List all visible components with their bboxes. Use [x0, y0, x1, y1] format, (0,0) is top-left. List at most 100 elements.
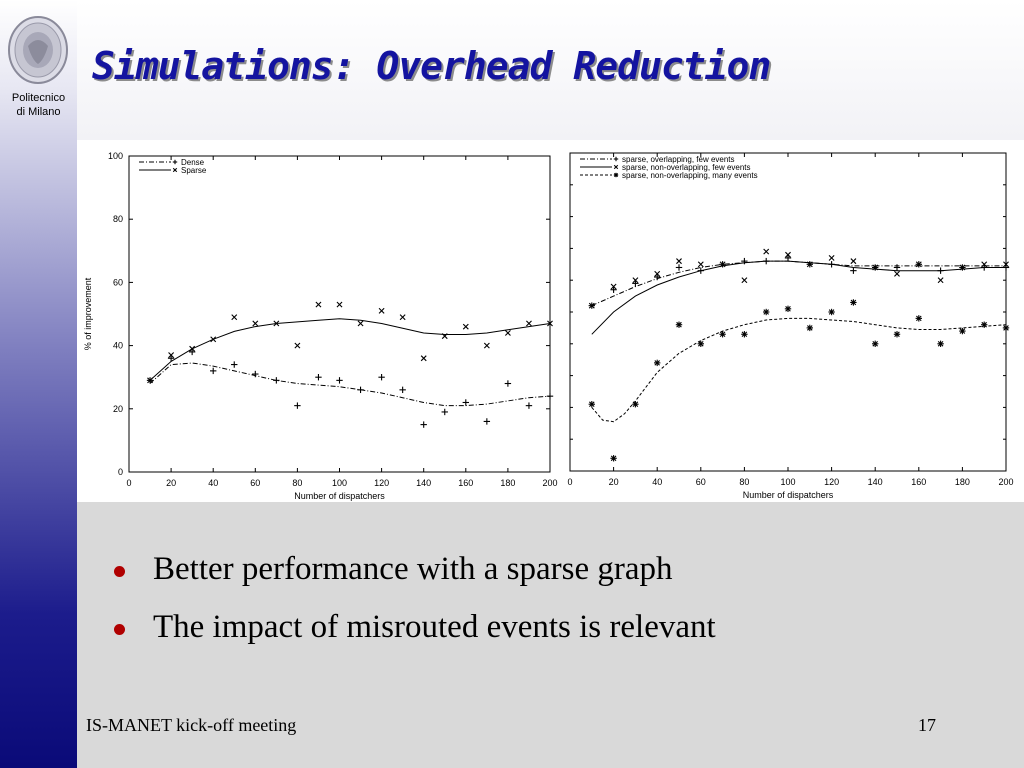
data-point-series-2: [632, 277, 639, 284]
data-point-series-1: [252, 370, 259, 378]
x-tick-label: 80: [739, 477, 749, 487]
data-point-series-2: [894, 270, 900, 277]
data-point-series-2: [806, 261, 813, 268]
data-point-series-2: [697, 261, 704, 268]
data-point-series-2: [420, 355, 427, 362]
footer-meeting-name: IS-MANET kick-off meeting: [86, 715, 297, 735]
legend-label: Sparse: [181, 166, 207, 175]
data-point-series-3: [893, 331, 901, 338]
bullet-text: The impact of misrouted events is releva…: [153, 609, 716, 645]
x-tick-label: 180: [500, 478, 515, 488]
x-tick-label: 40: [652, 477, 662, 487]
data-point-series-1: [483, 418, 491, 425]
data-point-series-1: [784, 254, 792, 262]
legend-label: Dense: [181, 158, 205, 167]
fit-line-series-2: [591, 260, 1006, 335]
y-tick-label: 0: [118, 467, 123, 477]
data-point-series-3: [784, 305, 792, 313]
chart-dense-vs-sparse: 0 20 40 60 80 100 120 140 160 180 200 0 20 40 60 80 100 N…: [82, 145, 560, 501]
data-point-series-3: [588, 401, 595, 408]
x-tick-label: 160: [458, 478, 473, 488]
data-point-series-3: [632, 401, 639, 408]
data-point-series-2: [147, 377, 153, 384]
data-point-series-2: [483, 342, 490, 349]
data-point-series-3: [610, 455, 617, 462]
title-band: [77, 0, 1024, 140]
data-point-series-2: [937, 277, 944, 284]
data-point-series-2: [588, 302, 595, 309]
x-tick-label: 120: [374, 478, 389, 488]
sidebar-gradient: Politecnico di Milano: [0, 0, 77, 768]
data-point-series-2: [526, 320, 532, 327]
data-point-series-2: [981, 261, 988, 268]
data-point-series-3: [741, 331, 748, 338]
data-point-series-3: [1002, 324, 1010, 332]
x-tick-label: 20: [166, 478, 176, 488]
x-tick-label: 60: [696, 477, 706, 487]
data-point-series-3: [697, 340, 704, 347]
y-tick-label: 20: [113, 404, 123, 414]
data-point-series-2: [763, 248, 770, 255]
data-point-series-2: [785, 251, 791, 258]
bullet-item: The impact of misrouted events is releva…: [110, 598, 716, 656]
x-tick-label: 20: [609, 477, 619, 487]
data-point-series-2: [210, 336, 217, 343]
x-tick-label: 140: [416, 478, 431, 488]
legend-marker: [613, 164, 619, 170]
data-point-series-1: [504, 380, 512, 387]
legend-label: sparse, non-overlapping, many events: [622, 171, 758, 180]
y-tick-label: 40: [113, 341, 123, 351]
data-point-series-1: [420, 421, 427, 428]
data-point-series-2: [378, 307, 385, 314]
data-point-series-1: [315, 374, 322, 381]
data-point-series-1: [378, 374, 385, 381]
y-tick-label: 100: [108, 151, 123, 161]
bullet-dot-icon: [114, 624, 125, 635]
university-seal-logo: [8, 16, 68, 84]
data-point-series-2: [357, 320, 364, 327]
x-tick-label: 0: [567, 477, 572, 487]
bullet-item: Better performance with a sparse graph: [110, 540, 716, 598]
x-tick-label: 200: [998, 477, 1013, 487]
data-point-series-2: [231, 314, 238, 321]
data-point-series-3: [850, 299, 857, 306]
data-point-series-3: [763, 308, 770, 316]
legend-marker: [613, 172, 619, 178]
slide-title: Simulations: Overhead Reduction: [92, 44, 771, 88]
data-point-series-1: [675, 264, 683, 271]
data-point-series-3: [937, 340, 944, 347]
data-point-series-2: [654, 270, 661, 277]
data-point-series-1: [654, 273, 661, 281]
data-point-series-3: [654, 359, 661, 367]
data-point-series-2: [462, 323, 469, 330]
data-point-series-2: [399, 314, 406, 321]
fit-line-series-2: [149, 318, 551, 381]
data-point-series-2: [959, 264, 966, 271]
data-point-series-2: [547, 320, 553, 327]
data-point-series-2: [850, 258, 857, 265]
x-tick-label: 140: [868, 477, 883, 487]
x-tick-label: 60: [250, 478, 260, 488]
data-point-series-2: [189, 345, 196, 352]
data-point-series-2: [719, 261, 726, 268]
x-axis-label: Number of dispatchers: [294, 491, 385, 501]
data-point-series-1: [893, 264, 901, 271]
data-point-series-2: [872, 264, 879, 271]
data-point-series-3: [675, 321, 683, 328]
legend-label: sparse, non-overlapping, few events: [622, 163, 751, 172]
logo-caption: Politecnico di Milano: [0, 91, 77, 119]
data-point-series-1: [441, 408, 448, 416]
data-point-series-2: [504, 330, 511, 336]
data-point-series-1: [546, 392, 554, 400]
data-point-series-2: [273, 320, 280, 327]
data-point-series-3: [915, 315, 922, 322]
data-point-series-2: [294, 342, 301, 349]
legend-label: sparse, overlapping, few events: [622, 155, 735, 164]
chart-event-overlap: 0 20 40 60 80 100 120 140 160 180 200 Number of dis…: [566, 145, 1022, 501]
data-point-series-2: [676, 258, 682, 265]
data-point-series-1: [336, 377, 343, 384]
data-point-series-3: [806, 324, 813, 332]
data-point-series-1: [273, 377, 280, 384]
data-point-series-3: [981, 321, 988, 328]
data-point-series-2: [252, 320, 259, 327]
